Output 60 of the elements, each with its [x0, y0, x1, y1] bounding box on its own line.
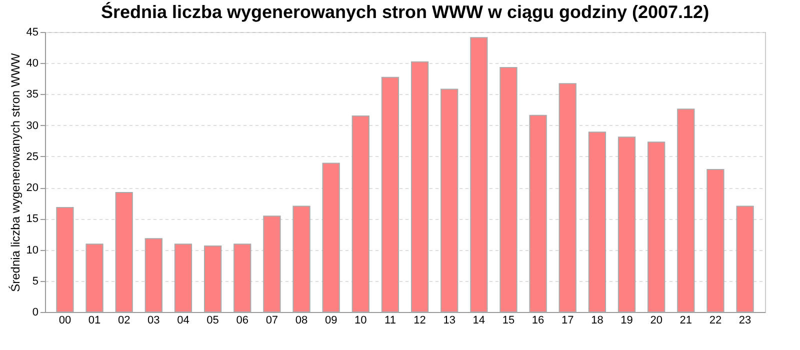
- bar: [144, 238, 162, 312]
- x-tick-label: 16: [532, 314, 544, 326]
- x-tick-label: 01: [88, 314, 101, 326]
- y-tick-label: 45: [26, 26, 38, 38]
- bar: [648, 142, 666, 312]
- bar: [86, 244, 104, 312]
- bar: [410, 61, 429, 312]
- x-tick-label: 00: [58, 314, 72, 326]
- x-tick-label: 06: [236, 314, 248, 326]
- x-tick-label: 09: [324, 314, 338, 326]
- bar: [529, 114, 547, 312]
- y-tick-label: 15: [26, 213, 38, 226]
- y-tick-label: 30: [26, 120, 38, 132]
- x-tick-label: 05: [206, 314, 219, 326]
- bar: [588, 132, 606, 312]
- x-tick-label: 19: [620, 314, 633, 326]
- bar: [292, 206, 310, 312]
- bar: [500, 66, 518, 312]
- y-tick-label: 20: [26, 182, 38, 194]
- x-tick-label: 23: [738, 314, 752, 326]
- y-tick-label: 5: [32, 275, 38, 288]
- x-tick-label: 03: [148, 314, 160, 326]
- x-tick-label: 18: [591, 314, 604, 326]
- y-tick-label: 25: [26, 150, 38, 163]
- bar: [470, 37, 488, 312]
- bar: [736, 206, 754, 312]
- x-tick-label: 14: [472, 314, 486, 326]
- x-tick-label: 08: [295, 314, 308, 326]
- bar: [677, 108, 695, 312]
- y-axis-title: Średnia liczba wygenerowanych stron WWW: [8, 52, 22, 292]
- x-tick-label: 15: [502, 314, 515, 326]
- bar: [115, 192, 133, 312]
- bar: [263, 216, 281, 312]
- y-tick-label: 10: [26, 244, 38, 256]
- x-tick-label: 21: [680, 314, 692, 326]
- x-tick-label: 12: [414, 314, 426, 326]
- bar: [440, 88, 458, 312]
- bar: [558, 83, 576, 312]
- x-tick-label: 02: [118, 314, 130, 326]
- x-tick-label: 17: [562, 314, 574, 326]
- bar: [381, 76, 400, 312]
- x-tick-label: 13: [443, 314, 456, 326]
- x-tick-label: 04: [177, 314, 190, 326]
- bar: [56, 206, 74, 312]
- bar: [352, 116, 370, 312]
- bar: [174, 244, 192, 312]
- y-tick-label: 40: [26, 58, 38, 70]
- chart-title: Średnia liczba wygenerowanych stron WWW w ciągu godziny (2007.12): [100, 2, 710, 22]
- bar: [204, 246, 222, 312]
- bar: [234, 244, 252, 312]
- x-tick-label: 07: [266, 314, 278, 326]
- x-tick-label: 11: [384, 314, 396, 326]
- bar: [618, 136, 636, 312]
- x-tick-label: 10: [354, 314, 367, 326]
- y-tick-label: 0: [32, 306, 38, 318]
- x-tick-label: 20: [650, 314, 662, 326]
- bar: [322, 162, 340, 312]
- y-tick-label: 35: [26, 88, 38, 101]
- bar: [706, 169, 724, 312]
- x-tick-label: 22: [709, 314, 722, 326]
